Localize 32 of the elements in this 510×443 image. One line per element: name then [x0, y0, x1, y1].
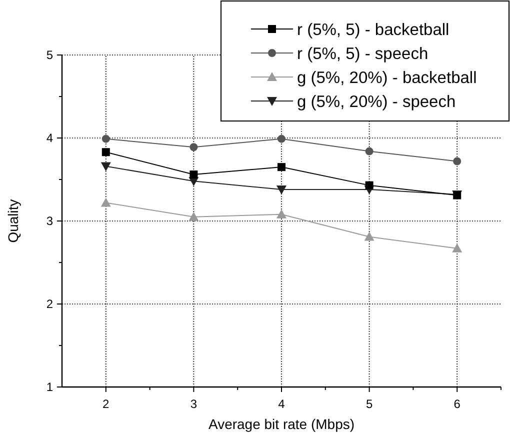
point [452, 243, 462, 252]
point [365, 147, 374, 156]
legend-label: r (5%, 5) - backetball [297, 21, 450, 39]
y-tick-label: 2 [46, 297, 54, 311]
point [365, 181, 374, 190]
y-tick-label: 1 [46, 380, 54, 394]
point [188, 212, 199, 221]
point [190, 170, 198, 179]
x-axis-title: Average bit rate (Mbps) [208, 416, 355, 432]
x-tick-label: 3 [190, 397, 198, 411]
legend-label: g (5%, 20%) - backetball [297, 69, 477, 87]
point [453, 157, 462, 166]
y-axis-title: Quality [5, 199, 21, 243]
x-tick-label: 5 [366, 397, 373, 411]
x-tick-label: 2 [102, 397, 110, 411]
point [102, 134, 110, 143]
point [100, 198, 111, 207]
point [278, 134, 286, 143]
legend-label: g (5%, 20%) - speech [297, 93, 456, 111]
point [278, 163, 286, 172]
point [276, 185, 286, 194]
y-tick-label: 5 [46, 48, 54, 62]
point [364, 232, 374, 241]
point [276, 209, 286, 218]
legend-label: r (5%, 5) - speech [297, 45, 428, 63]
y-tick-label: 4 [46, 131, 54, 145]
x-tick-label: 4 [278, 397, 286, 411]
point [100, 162, 111, 172]
y-tick-label: 3 [46, 214, 54, 228]
point [190, 143, 198, 152]
point [102, 148, 110, 156]
x-tick-label: 6 [454, 397, 461, 411]
